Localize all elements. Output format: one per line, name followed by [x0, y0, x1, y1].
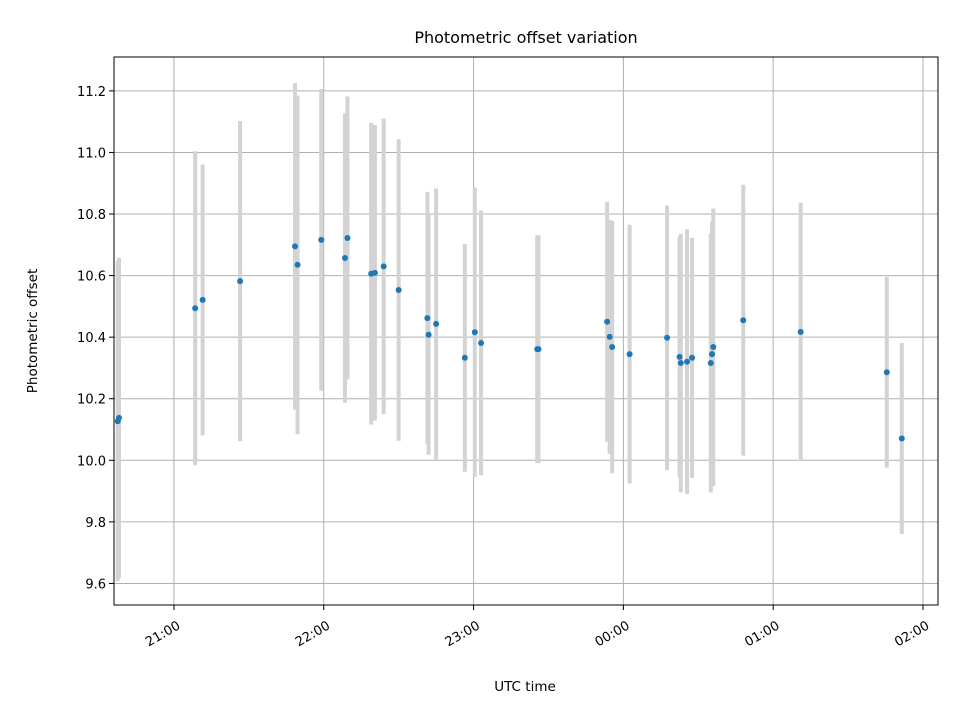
data-point: [609, 344, 616, 351]
y-tick-label: 11.2: [77, 85, 106, 100]
data-point: [797, 328, 804, 335]
data-point: [199, 296, 206, 303]
data-point: [115, 414, 122, 421]
data-points: [114, 235, 905, 442]
data-point: [689, 354, 696, 361]
data-point: [344, 235, 351, 242]
data-point: [707, 360, 714, 367]
data-point: [371, 269, 378, 276]
data-point: [710, 344, 717, 351]
y-axis-label: Photometric offset: [25, 269, 41, 393]
y-axis-ticks: 9.6 9.8 10.0 10.2 10.4 10.6 10.8 11.0 11.2: [77, 85, 114, 592]
data-point: [676, 353, 683, 360]
data-point: [341, 255, 348, 262]
x-axis-label: UTC time: [494, 679, 556, 695]
chart-title: Photometric offset variation: [414, 28, 637, 47]
data-point: [535, 346, 542, 353]
y-tick-label: 10.8: [77, 208, 106, 223]
data-point: [461, 354, 468, 361]
data-point: [677, 360, 684, 367]
data-point: [395, 287, 402, 294]
data-point: [664, 334, 671, 341]
data-point: [471, 329, 478, 336]
y-tick-label: 10.4: [77, 331, 106, 346]
data-point: [740, 317, 747, 324]
data-point: [425, 331, 432, 338]
data-point: [192, 305, 199, 312]
data-point: [318, 236, 325, 243]
y-tick-label: 10.2: [77, 393, 106, 408]
data-point: [424, 315, 431, 322]
data-point: [478, 340, 485, 347]
y-tick-label: 10.6: [77, 270, 106, 285]
data-point: [606, 333, 613, 340]
y-tick-label: 9.8: [85, 516, 106, 531]
data-point: [380, 263, 387, 270]
plot-area-frame: [113, 56, 939, 606]
data-point: [237, 278, 244, 285]
data-point: [292, 243, 299, 250]
data-point: [604, 318, 611, 325]
data-point: [294, 261, 301, 268]
y-tick-label: 11.0: [77, 146, 106, 161]
y-tick-label: 10.0: [77, 454, 106, 469]
data-point: [898, 435, 905, 442]
y-tick-label: 9.6: [85, 577, 106, 592]
data-point: [709, 351, 716, 358]
data-point: [626, 351, 633, 358]
data-point: [883, 369, 890, 376]
data-point: [433, 320, 440, 327]
data-point: [684, 358, 691, 365]
